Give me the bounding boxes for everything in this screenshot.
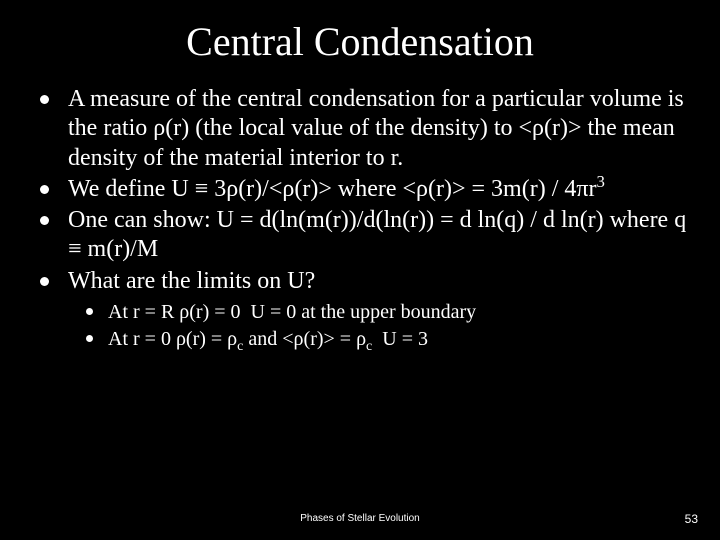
slide: Central Condensation A measure of the ce… — [0, 0, 720, 540]
sub-bullet-item: At r = R ρ(r) = 0 U = 0 at the upper bou… — [82, 300, 690, 325]
sub-bullet-item: At r = 0 ρ(r) = ρc and <ρ(r)> = ρc U = 3 — [82, 327, 690, 352]
bullet-item: What are the limits on U? At r = R ρ(r) … — [34, 267, 690, 352]
bullet-text: One can show: U = d(ln(m(r))/d(ln(r)) = … — [68, 207, 686, 262]
bullet-text: What are the limits on U? — [68, 268, 315, 294]
bullet-text: A measure of the central condensation fo… — [68, 86, 684, 171]
bullet-item: We define U ≡ 3ρ(r)/<ρ(r)> where <ρ(r)> … — [34, 175, 690, 204]
bullet-text: We define U ≡ 3ρ(r)/<ρ(r)> where <ρ(r)> … — [68, 176, 605, 202]
slide-number: 53 — [685, 512, 698, 526]
slide-title: Central Condensation — [30, 18, 690, 65]
footer-center-text: Phases of Stellar Evolution — [0, 513, 720, 524]
bullet-item: A measure of the central condensation fo… — [34, 85, 690, 173]
sub-bullet-text: At r = 0 ρ(r) = ρc and <ρ(r)> = ρc U = 3 — [108, 328, 428, 350]
sub-bullet-list: At r = R ρ(r) = 0 U = 0 at the upper bou… — [68, 300, 690, 352]
sub-bullet-text: At r = R ρ(r) = 0 U = 0 at the upper bou… — [108, 301, 476, 323]
main-bullet-list: A measure of the central condensation fo… — [30, 85, 690, 352]
bullet-item: One can show: U = d(ln(m(r))/d(ln(r)) = … — [34, 206, 690, 265]
